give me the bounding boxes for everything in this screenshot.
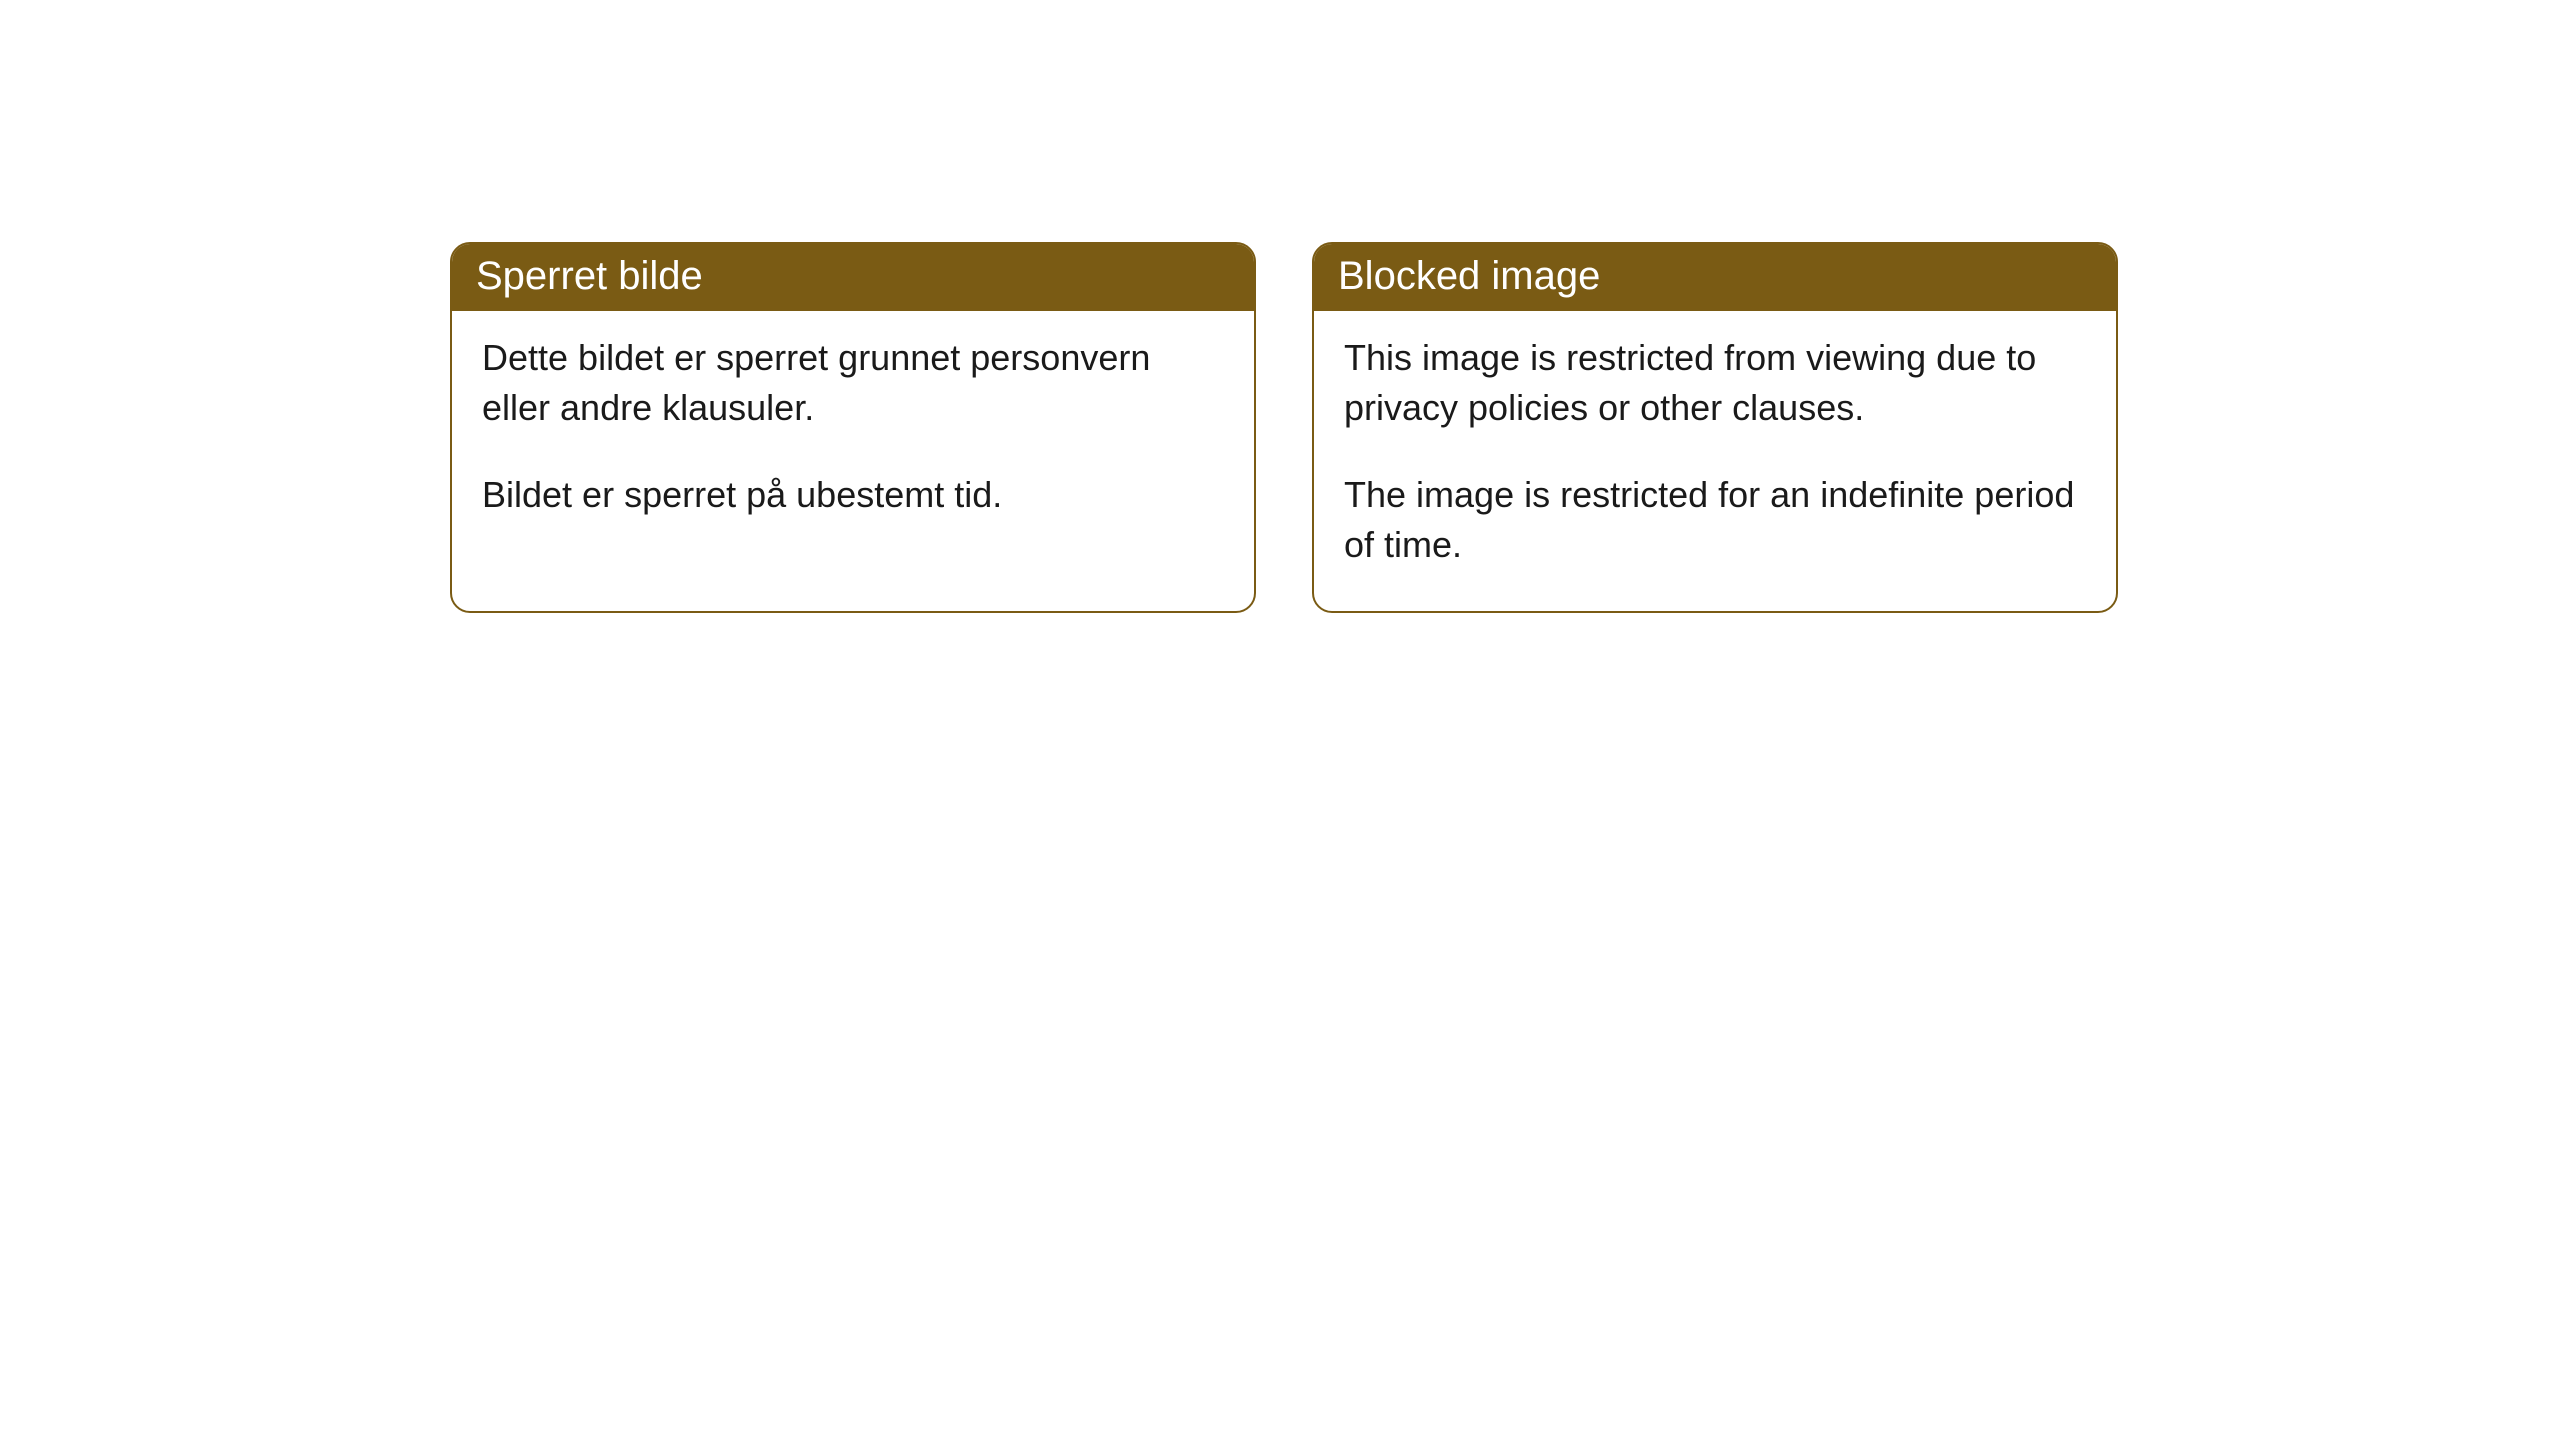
card-header: Sperret bilde <box>452 244 1254 311</box>
card-paragraph: The image is restricted for an indefinit… <box>1344 470 2086 571</box>
blocked-image-card-english: Blocked image This image is restricted f… <box>1312 242 2118 613</box>
blocked-image-card-norwegian: Sperret bilde Dette bildet er sperret gr… <box>450 242 1256 613</box>
card-paragraph: This image is restricted from viewing du… <box>1344 333 2086 434</box>
card-body: This image is restricted from viewing du… <box>1314 311 2116 611</box>
card-paragraph: Bildet er sperret på ubestemt tid. <box>482 470 1224 520</box>
card-body: Dette bildet er sperret grunnet personve… <box>452 311 1254 560</box>
card-paragraph: Dette bildet er sperret grunnet personve… <box>482 333 1224 434</box>
notice-container: Sperret bilde Dette bildet er sperret gr… <box>450 242 2118 613</box>
card-header: Blocked image <box>1314 244 2116 311</box>
